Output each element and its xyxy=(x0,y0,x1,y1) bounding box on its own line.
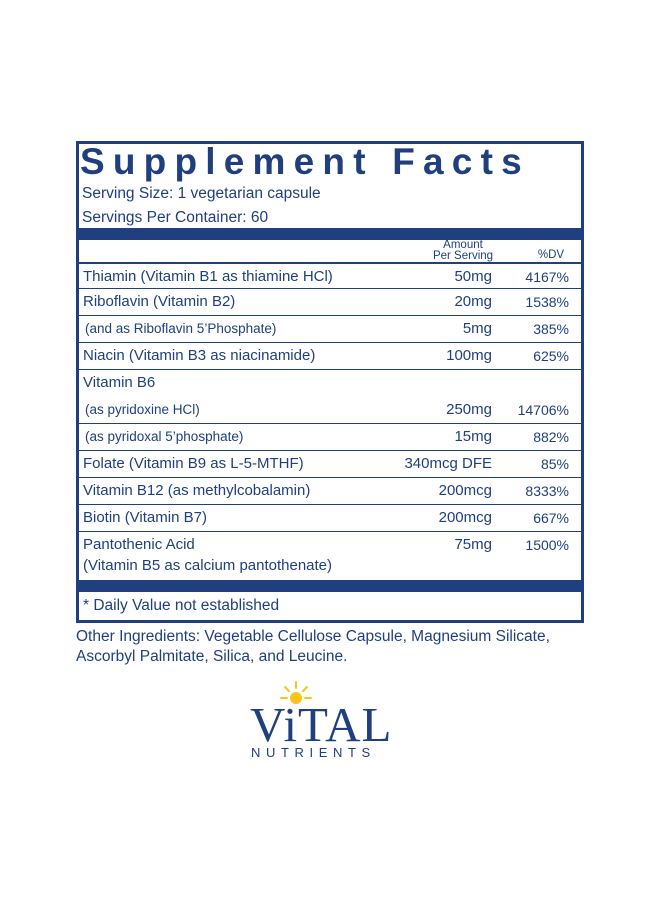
nutrient-row: (as pyridoxine HCl) 250mg 14706% xyxy=(79,397,581,424)
nutrient-dv: 14706% xyxy=(517,402,569,418)
nutrient-dv: 1500% xyxy=(525,537,569,553)
nutrient-amount: 200mcg xyxy=(438,482,492,499)
nutrient-amount: 340mcg DFE xyxy=(404,455,492,472)
serving-size: Serving Size: 1 vegetarian capsule xyxy=(82,185,321,202)
servings-per-container: Servings Per Container: 60 xyxy=(82,209,269,226)
header-divider-bar xyxy=(79,228,581,240)
nutrient-name: Riboflavin (Vitamin B2) xyxy=(83,293,236,310)
footer-divider-bar xyxy=(79,580,581,592)
nutrient-dv: 8333% xyxy=(525,483,569,499)
nutrient-row: (as pyridoxal 5’phosphate) 15mg 882% xyxy=(79,424,581,451)
nutrient-row: Biotin (Vitamin B7) 200mcg 667% xyxy=(79,505,581,532)
dv-column-header: %DV xyxy=(537,249,565,261)
nutrient-amount: 250mg xyxy=(446,401,492,418)
nutrient-row: Vitamin B6 xyxy=(79,370,581,397)
nutrient-amount: 100mg xyxy=(446,347,492,364)
nutrient-name: (as pyridoxal 5’phosphate) xyxy=(85,429,244,444)
nutrient-dv: 385% xyxy=(533,321,569,337)
nutrient-amount: 75mg xyxy=(454,536,492,553)
nutrient-amount: 200mcg xyxy=(438,509,492,526)
nutrient-name: (and as Riboflavin 5’Phosphate) xyxy=(85,321,277,336)
nutrient-row: Vitamin B12 (as methylcobalamin) 200mcg … xyxy=(79,478,581,505)
nutrient-row: Niacin (Vitamin B3 as niacinamide) 100mg… xyxy=(79,343,581,370)
daily-value-footnote: * Daily Value not established xyxy=(83,597,280,614)
nutrient-name: Vitamin B6 xyxy=(83,374,156,391)
nutrient-dv: 667% xyxy=(533,510,569,526)
other-ingredients: Other Ingredients: Vegetable Cellulose C… xyxy=(76,628,550,665)
nutrient-amount: 5mg xyxy=(462,320,492,337)
nutrient-name: Thiamin (Vitamin B1 as thiamine HCl) xyxy=(83,268,333,285)
nutrient-name-line2: (Vitamin B5 as calcium pantothenate) xyxy=(83,557,333,574)
nutrient-name: Folate (Vitamin B9 as L-5-MTHF) xyxy=(83,455,304,472)
nutrient-row: Folate (Vitamin B9 as L-5-MTHF) 340mcg D… xyxy=(79,451,581,478)
nutrient-name: Niacin (Vitamin B3 as niacinamide) xyxy=(83,347,316,364)
nutrient-row: (and as Riboflavin 5’Phosphate) 5mg 385% xyxy=(79,316,581,343)
sun-icon xyxy=(280,681,312,704)
nutrient-dv: 1538% xyxy=(525,294,569,310)
amount-column-header: Amount Per Serving xyxy=(418,239,508,262)
logo-subtitle: NUTRIENTS xyxy=(251,745,376,760)
panel-title: Supplement Facts xyxy=(80,141,530,182)
amount-header-line2: Per Serving xyxy=(432,250,494,262)
nutrient-amount: 50mg xyxy=(454,268,492,285)
nutrient-amount: 15mg xyxy=(454,428,492,445)
nutrient-amount: 20mg xyxy=(454,293,492,310)
nutrient-dv: 882% xyxy=(533,429,569,445)
nutrient-dv: 85% xyxy=(540,456,569,472)
nutrient-dv: 4167% xyxy=(525,269,569,285)
nutrient-dv: 625% xyxy=(533,348,569,364)
nutrient-row: Pantothenic Acid (Vitamin B5 as calcium … xyxy=(79,532,581,580)
logo-wordmark: ViTAL xyxy=(250,697,393,752)
nutrient-row: Riboflavin (Vitamin B2) 20mg 1538% xyxy=(79,289,581,316)
nutrient-name: (as pyridoxine HCl) xyxy=(85,402,200,417)
nutrient-name: Vitamin B12 (as methylcobalamin) xyxy=(83,482,311,499)
nutrient-row: Thiamin (Vitamin B1 as thiamine HCl) 50m… xyxy=(79,262,581,289)
nutrient-name: Pantothenic Acid xyxy=(83,536,195,553)
supplement-facts-panel xyxy=(76,141,584,623)
nutrient-name: Biotin (Vitamin B7) xyxy=(83,509,207,526)
amount-header-line1: Amount xyxy=(443,239,483,251)
